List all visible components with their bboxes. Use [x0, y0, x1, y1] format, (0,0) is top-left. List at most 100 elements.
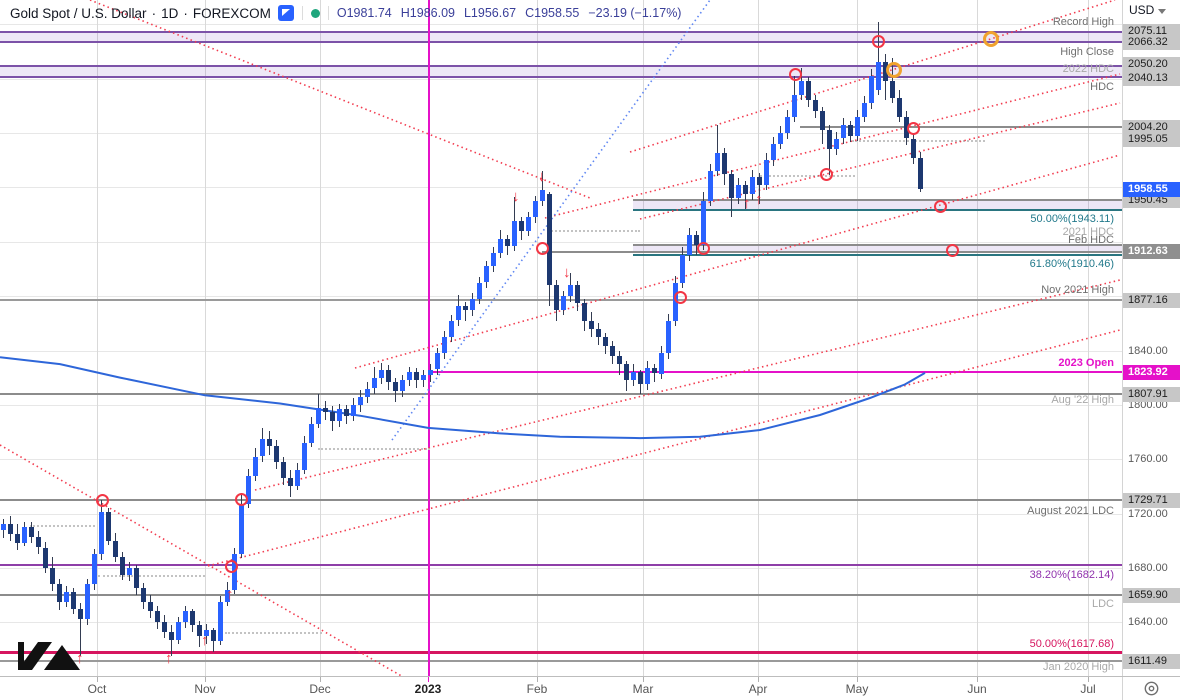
- candle-down: [589, 320, 594, 329]
- candle-up: [477, 282, 482, 299]
- symbol-legend[interactable]: Gold Spot / U.S. Dollar · 1D · FOREXCOM …: [10, 4, 681, 22]
- level-label: Feb HDC: [1068, 234, 1114, 246]
- candle-down: [43, 547, 48, 568]
- candle-up: [295, 470, 300, 487]
- candle-wick: [465, 301, 466, 321]
- signal-circle-icon: [871, 34, 885, 48]
- horizontal-gridline: [0, 24, 1122, 26]
- arrow-up-icon: ↑: [755, 191, 763, 208]
- currency-selector[interactable]: USD: [1129, 3, 1167, 17]
- horizontal-gridline: [0, 404, 1122, 406]
- candle-down: [911, 138, 916, 158]
- candle-down: [288, 478, 293, 487]
- month-label: Apr: [748, 682, 768, 696]
- dotted-level-segment: [760, 175, 855, 177]
- signal-circle-icon: [945, 243, 959, 257]
- candle-up: [841, 124, 846, 139]
- candle-wick: [829, 124, 830, 176]
- signal-circle-icon: [95, 493, 109, 507]
- price-axis[interactable]: USD 1840.00 1800.00 1760.00 1720.00 1680.00 1…: [1122, 0, 1180, 676]
- candle-down: [274, 445, 279, 462]
- candle-up: [372, 377, 377, 389]
- legend-divider-2: [327, 6, 329, 20]
- month-label: Oct: [87, 682, 107, 696]
- time-tick: [758, 677, 759, 682]
- ldc-line: [0, 594, 1122, 597]
- price-tick: 1800.00: [1128, 398, 1168, 411]
- candle-down: [211, 630, 216, 642]
- candle-down: [36, 536, 41, 548]
- candle-up: [855, 116, 860, 136]
- candle-down: [806, 81, 811, 101]
- time-axis[interactable]: Oct Nov Dec 2023 Feb Mar Apr May Jun Jul: [0, 676, 1180, 700]
- candle-down: [757, 176, 762, 185]
- chart-surface[interactable]: ↑ ↑ ↑ ↑ ↑ ↑ ↓ ↓ ↓ Record High High Close 2022 HDC H…: [0, 0, 1122, 676]
- exchange-label: FOREXCOM: [192, 5, 271, 21]
- candle-up: [260, 438, 265, 457]
- candle-up: [183, 611, 188, 623]
- candle-down: [638, 372, 643, 385]
- candle-up: [687, 235, 692, 256]
- currency-label: USD: [1129, 3, 1155, 17]
- month-label: Jul: [1080, 682, 1096, 696]
- dotted-level-segment: [225, 632, 322, 634]
- highlight-circle-icon: [983, 31, 999, 47]
- dotted-level-segment: [318, 448, 430, 450]
- candle-down: [78, 608, 83, 620]
- level-label: 2023 Open: [1058, 357, 1114, 369]
- candle-up: [540, 190, 545, 201]
- candle-down: [694, 235, 699, 245]
- candle-up: [204, 630, 209, 636]
- candle-up: [365, 388, 370, 397]
- time-tick: [977, 677, 978, 682]
- candle-down: [71, 592, 76, 609]
- candle-wick: [759, 172, 760, 204]
- arrow-up-icon: ↑: [201, 632, 209, 649]
- candle-wick: [745, 180, 746, 210]
- symbol-title: Gold Spot / U.S. Dollar: [10, 5, 147, 21]
- month-label: May: [845, 682, 869, 696]
- arrow-up-icon: ↑: [165, 650, 173, 667]
- candle-up: [785, 116, 790, 134]
- horizontal-gridline: [0, 133, 1122, 135]
- horizontal-gridline: [0, 459, 1122, 461]
- level-label: High Close: [1060, 46, 1114, 58]
- 2023-open-ray: [428, 371, 1122, 374]
- forexcom-logo-icon: [277, 5, 294, 21]
- time-tick: [320, 677, 321, 682]
- legend-divider: [301, 6, 303, 20]
- candle-up: [701, 201, 706, 245]
- candle-up: [792, 95, 797, 117]
- aug-22-high-line: [0, 393, 1122, 396]
- level-price-tag: 1659.90: [1123, 587, 1180, 603]
- candle-down: [617, 355, 622, 365]
- level-price-tag: 1823.92: [1123, 364, 1180, 380]
- candle-up: [764, 160, 769, 185]
- candle-wick: [542, 171, 543, 207]
- candle-up: [680, 255, 685, 283]
- legend-separator: ·: [151, 5, 157, 21]
- candle-down: [155, 611, 160, 623]
- candle-up: [253, 456, 258, 476]
- horizontal-gridline: [0, 241, 1122, 243]
- feb-hdc-ray: [542, 250, 1122, 253]
- level-price-tag: 1807.91: [1123, 386, 1180, 402]
- level-price-tag: 2075.11: [1123, 23, 1180, 39]
- candle-up: [407, 372, 412, 381]
- candle-down: [57, 584, 62, 602]
- candle-down: [582, 302, 587, 321]
- time-tick: [1088, 677, 1089, 682]
- level-price-tag: 1729.71: [1123, 492, 1180, 508]
- axis-settings-icon[interactable]: [1143, 680, 1160, 697]
- candle-down: [29, 527, 34, 537]
- candle-down: [554, 285, 559, 310]
- candle-up: [708, 171, 713, 201]
- candle-down: [603, 336, 608, 347]
- fib-50-low-line: [0, 651, 1122, 655]
- candle-down: [652, 368, 657, 374]
- candle-up: [218, 601, 223, 642]
- candle-up: [715, 153, 720, 172]
- candle-down: [15, 533, 20, 544]
- candle-up: [750, 176, 755, 195]
